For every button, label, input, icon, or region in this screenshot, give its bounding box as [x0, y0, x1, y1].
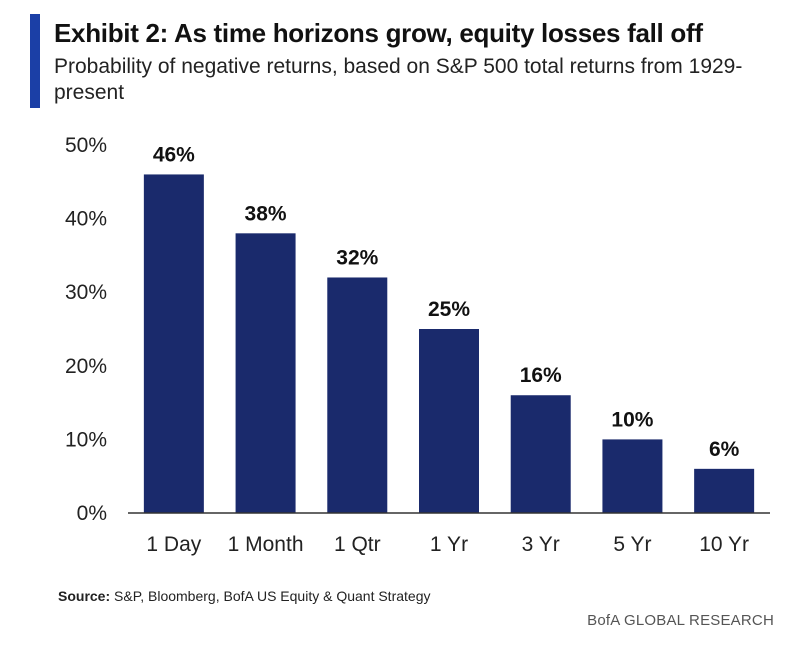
category-label: 1 Yr	[430, 533, 468, 556]
category-label: 3 Yr	[522, 533, 560, 556]
y-tick-label: 20%	[65, 355, 107, 378]
data-label: 46%	[153, 143, 195, 166]
bar	[419, 329, 479, 513]
bar	[602, 439, 663, 513]
y-axis-ticks: 0% 10% 20% 30% 40% 50%	[65, 134, 107, 525]
data-labels: 46% 38% 32% 25% 16% 10% 6%	[153, 143, 740, 460]
category-label: 1 Day	[146, 533, 201, 556]
bar	[235, 233, 296, 513]
bar-chart: 0% 10% 20% 30% 40% 50% 46% 38% 32% 25% 16% 10% 6% 1…	[65, 134, 770, 556]
category-labels: 1 Day 1 Month 1 Qtr 1 Yr 3 Yr 5 Yr 10 Yr	[146, 533, 749, 556]
bar	[694, 468, 755, 513]
chart-subtitle: Probability of negative returns, based o…	[54, 55, 743, 104]
source-key: Source:	[58, 588, 111, 604]
data-label: 38%	[245, 202, 287, 225]
source-text: S&P, Bloomberg, BofA US Equity & Quant S…	[114, 588, 431, 604]
y-tick-label: 30%	[65, 281, 107, 304]
bar	[327, 277, 388, 513]
data-label: 32%	[336, 246, 378, 269]
data-label: 10%	[611, 408, 653, 431]
data-label: 6%	[709, 438, 740, 461]
chart-title: Exhibit 2: As time horizons grow, equity…	[54, 18, 703, 48]
bar	[510, 395, 571, 513]
category-label: 5 Yr	[613, 533, 651, 556]
category-label: 1 Qtr	[334, 533, 381, 556]
category-label: 10 Yr	[699, 533, 749, 556]
bars	[143, 174, 755, 513]
data-label: 16%	[520, 364, 562, 387]
bar	[143, 174, 204, 513]
y-tick-label: 0%	[77, 502, 107, 525]
title-accent-bar	[30, 14, 40, 108]
y-tick-label: 50%	[65, 134, 107, 157]
category-label: 1 Month	[228, 533, 304, 556]
brand-footer: BofA GLOBAL RESEARCH	[587, 612, 774, 629]
source-note: Source: S&P, Bloomberg, BofA US Equity &…	[58, 588, 431, 604]
y-tick-label: 10%	[65, 428, 107, 451]
y-tick-label: 40%	[65, 208, 107, 231]
data-label: 25%	[428, 298, 470, 321]
